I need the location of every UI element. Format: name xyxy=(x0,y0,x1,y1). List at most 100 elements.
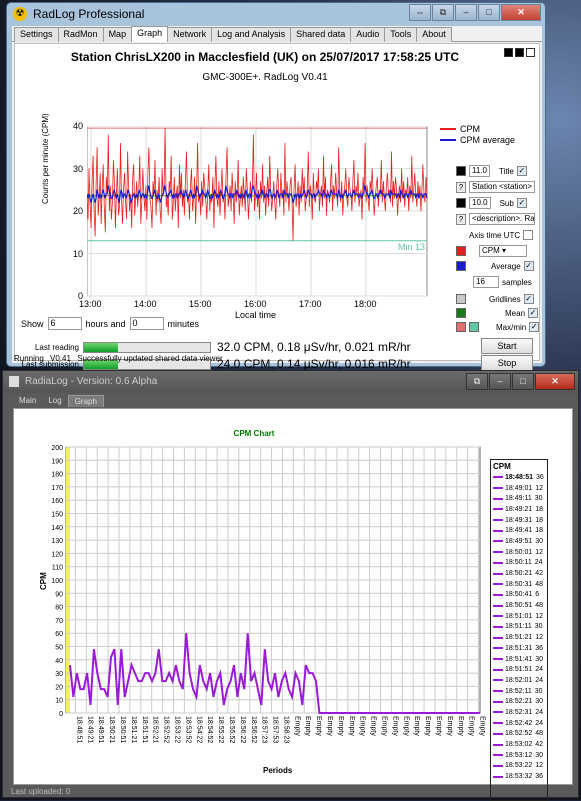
title-help-button[interactable]: ? xyxy=(456,181,466,193)
sub-label: Sub xyxy=(499,198,514,208)
export-dark-icon[interactable] xyxy=(515,48,524,57)
cpm-periods-chart: 0 10 20 30 40 50 60 70 80 90 100 110 120 130 140 150 160… xyxy=(39,445,486,775)
gridlines-checkbox[interactable]: ✓ xyxy=(523,294,534,304)
axis-time-utc-checkbox[interactable] xyxy=(523,230,534,240)
x-tick-label-2: Empty xyxy=(457,716,464,736)
legend-item: 18:49:41 18 xyxy=(493,525,545,536)
samples-input[interactable]: 16 xyxy=(473,276,499,288)
legend-value: 12 xyxy=(535,484,544,492)
stop-button[interactable]: Stop xyxy=(481,355,533,371)
cpm-color-swatch[interactable] xyxy=(456,246,466,256)
x-tick-label-2: 18:57:23 xyxy=(261,716,268,743)
tab-radmon[interactable]: RadMon xyxy=(57,27,104,42)
legend-time: 18:52:52 xyxy=(505,730,533,738)
x-tick-label-2: Empty xyxy=(446,716,453,736)
cpm-series-line-2 xyxy=(69,633,480,714)
tab-about[interactable]: About xyxy=(416,27,452,42)
x-tick-label-2: 18:56:52 xyxy=(250,716,257,743)
legend-item: 18:52:31 24 xyxy=(493,707,545,718)
tab-tools[interactable]: Tools xyxy=(384,27,418,42)
tab-settings[interactable]: Settings xyxy=(14,27,59,42)
legend-swatch xyxy=(493,679,503,682)
legend-item: 18:50:21 42 xyxy=(493,568,545,579)
radlog-titlebar[interactable]: ☢ RadLog Professional ⇔ ⧉ ‒ □ ✕ xyxy=(7,3,545,25)
export-white-icon[interactable] xyxy=(526,48,535,57)
mean-checkbox[interactable]: ✓ xyxy=(528,308,539,318)
tab-graph[interactable]: Graph xyxy=(131,26,169,42)
tab-bar: Settings RadMon Map Graph Network Log and Ana… xyxy=(12,26,542,42)
maxmin-checkbox[interactable]: ✓ xyxy=(529,322,540,332)
y-tick-label-2: 140 xyxy=(51,525,63,532)
tab-shared-data[interactable]: Shared data xyxy=(290,27,352,42)
legend-value: 24 xyxy=(535,719,544,727)
y-tick-label-2: 50 xyxy=(55,645,63,652)
legend-time: 18:52:11 xyxy=(505,687,532,695)
x-tick-label-2: Empty xyxy=(315,716,322,736)
swap-icon[interactable]: ⇔ xyxy=(409,4,431,21)
export-black-icon[interactable] xyxy=(504,48,513,57)
title-size-input[interactable]: 11.0 xyxy=(469,165,490,177)
sub-size-input[interactable]: 10.0 xyxy=(469,197,491,209)
hours-input[interactable]: 6 xyxy=(47,317,82,330)
x-tick-label: 13:00 xyxy=(79,299,102,309)
maximize-button-2[interactable]: □ xyxy=(512,373,534,390)
title-checkbox[interactable]: ✓ xyxy=(516,166,527,176)
y-tick-label-2: 0 xyxy=(59,711,63,718)
x-tick-label-2: Empty xyxy=(293,716,300,736)
mean-color-swatch[interactable] xyxy=(456,308,466,318)
tab2-graph[interactable]: Graph xyxy=(67,395,104,407)
snap-icon[interactable]: ⧉ xyxy=(432,4,454,21)
radialog-titlebar[interactable]: RadiaLog - Version: 0.6 Alpha ⧉ ‒ □ ✕ xyxy=(3,371,578,393)
legend-value: 24 xyxy=(535,708,544,716)
x-tick-label-2: Empty xyxy=(326,716,333,736)
maxmin-label: Max/min xyxy=(496,322,527,332)
title-color-swatch[interactable] xyxy=(456,166,466,176)
x-tick-label: 18:00 xyxy=(354,299,377,309)
close-button[interactable]: ✕ xyxy=(501,4,541,21)
tab-audio[interactable]: Audio xyxy=(350,27,386,42)
cpm-legend: CPM 18:48:51 36 18:49:01 12 18:49:11 30 18:49:… xyxy=(490,459,548,801)
window-title: RadLog Professional xyxy=(33,7,145,21)
legend-swatch xyxy=(493,636,503,639)
title-label: Title xyxy=(498,166,514,176)
maximize-button[interactable]: □ xyxy=(478,4,500,21)
title-text-input[interactable]: Station <station> i xyxy=(469,181,535,193)
tab-network[interactable]: Network xyxy=(167,27,213,42)
x-tick-label-2: 18:50:51 xyxy=(119,716,126,743)
minutes-input[interactable]: 0 xyxy=(129,317,164,330)
average-checkbox[interactable]: ✓ xyxy=(523,261,534,271)
series-select[interactable]: CPM ▾ xyxy=(479,245,527,257)
x-tick-label-2: Empty xyxy=(391,716,398,736)
min-color-swatch[interactable] xyxy=(469,322,479,332)
tab2-log[interactable]: Log xyxy=(48,396,62,405)
legend-time: 18:50:51 xyxy=(505,602,533,610)
radiation-icon: ☢ xyxy=(13,7,27,21)
legend-value: 42 xyxy=(535,741,544,749)
sub-color-swatch[interactable] xyxy=(456,198,466,208)
legend-item: 18:53:22 12 xyxy=(493,761,545,772)
tab2-main[interactable]: Main xyxy=(19,396,37,405)
sub-help-button[interactable]: ? xyxy=(456,213,466,225)
minimize-button[interactable]: ‒ xyxy=(455,4,477,21)
x-tick-label-2: 18:55:22 xyxy=(217,716,224,743)
sub-text-input[interactable]: <description>. Ra xyxy=(469,213,535,225)
close-button-2[interactable]: ✕ xyxy=(535,373,575,390)
sub-checkbox[interactable]: ✓ xyxy=(516,198,527,208)
legend-time: 18:50:01 xyxy=(505,548,533,556)
legend-value: 48 xyxy=(535,580,544,588)
legend-time: 18:51:11 xyxy=(505,623,532,631)
gridlines-color-swatch[interactable] xyxy=(456,294,466,304)
snap-icon-2[interactable]: ⧉ xyxy=(466,373,488,390)
legend-swatch xyxy=(493,690,503,693)
minimize-button-2[interactable]: ‒ xyxy=(489,373,511,390)
x-tick-label-2: 18:51:21 xyxy=(130,716,137,743)
x-tick-label-2: 18:58:23 xyxy=(282,716,289,743)
tab-map[interactable]: Map xyxy=(102,27,133,42)
tab-log-and-analysis[interactable]: Log and Analysis xyxy=(211,27,292,42)
x-tick-label-2: 18:51:51 xyxy=(141,716,148,743)
max-color-swatch[interactable] xyxy=(456,322,466,332)
legend-swatch xyxy=(493,668,503,671)
average-color-swatch[interactable] xyxy=(456,261,466,271)
legend-value: 30 xyxy=(534,623,543,631)
start-button[interactable]: Start xyxy=(481,338,533,354)
